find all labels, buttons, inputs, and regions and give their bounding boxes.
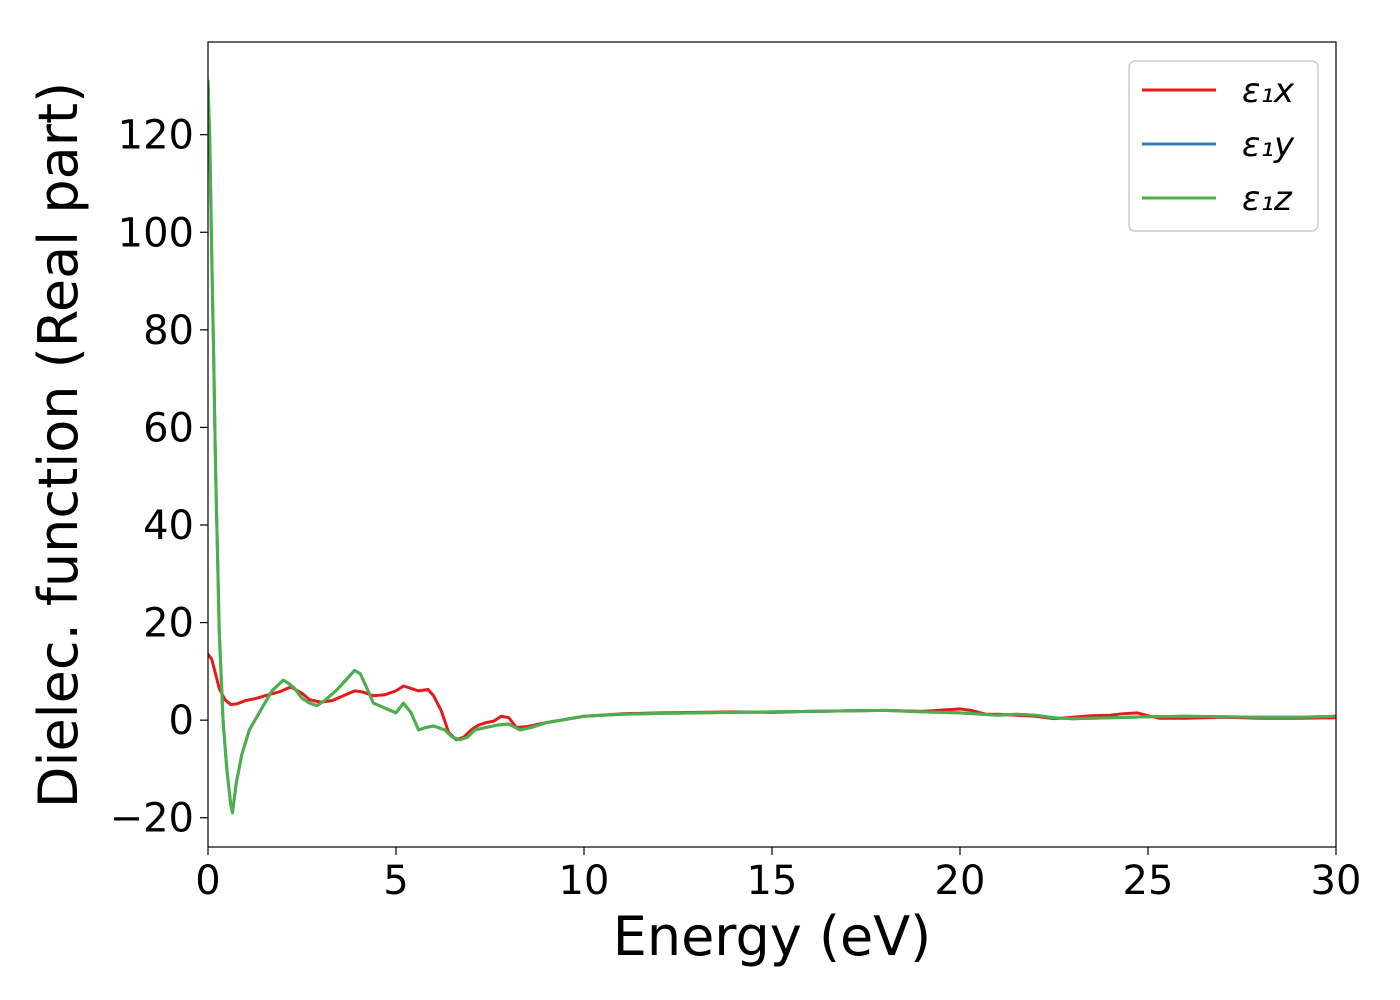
x-tick-label: 5	[383, 858, 408, 904]
x-tick-label: 30	[1311, 858, 1362, 904]
series-line-0	[208, 652, 1336, 742]
x-tick-label: 15	[747, 858, 798, 904]
x-tick-label: 25	[1123, 858, 1174, 904]
y-tick-label: 0	[169, 698, 194, 744]
y-axis-label: Dielec. function (Real part)	[27, 82, 90, 808]
x-axis-label: Energy (eV)	[613, 905, 932, 968]
y-tick-label: 80	[143, 308, 194, 354]
y-tick-label: 60	[143, 405, 194, 451]
x-tick-label: 0	[195, 858, 220, 904]
y-tick-label: −20	[110, 796, 194, 842]
y-tick-label: 20	[143, 601, 194, 647]
y-tick-label: 100	[118, 210, 194, 256]
legend-box	[1128, 60, 1319, 232]
series-line-2	[208, 79, 1336, 815]
legend-label: ε₁z	[1242, 179, 1293, 219]
legend-label: ε₁x	[1242, 71, 1295, 111]
x-tick-label: 10	[559, 858, 610, 904]
x-tick-label: 20	[935, 858, 986, 904]
y-tick-label: 120	[118, 113, 194, 159]
legend: ε₁x ε₁y ε₁z	[1128, 60, 1319, 232]
legend-label: ε₁y	[1242, 125, 1295, 165]
y-tick-label: 40	[143, 503, 194, 549]
series-layer	[208, 79, 1336, 815]
